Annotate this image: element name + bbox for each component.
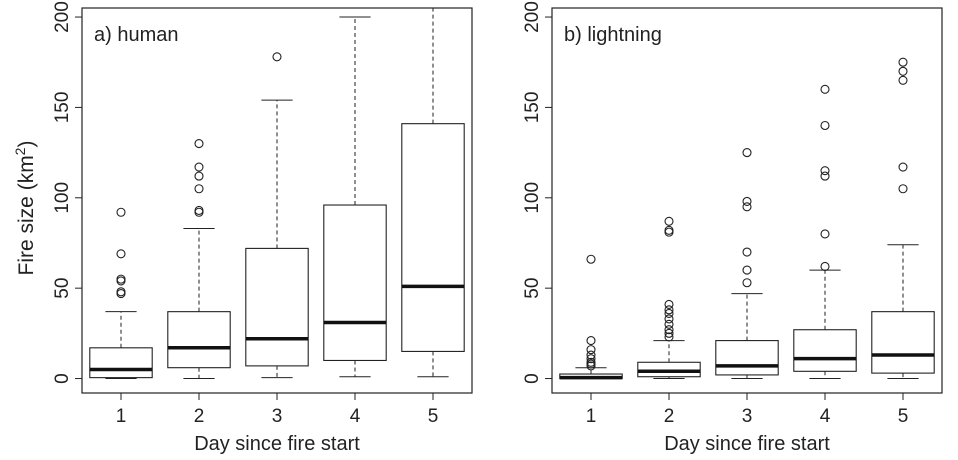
outlier-point	[586, 254, 596, 264]
x-tick-label: 3	[272, 406, 283, 427]
box-day-2	[637, 216, 701, 380]
outlier-point	[664, 216, 674, 226]
outlier-point	[664, 314, 674, 324]
outlier-point	[820, 120, 830, 131]
box-day-4	[793, 84, 857, 380]
x-tick-label: 2	[664, 406, 675, 427]
y-tick-label: 50	[522, 278, 543, 299]
outlier-point	[194, 162, 204, 172]
iqr-box	[871, 311, 935, 374]
outlier-point	[664, 305, 674, 315]
outlier-point	[820, 166, 830, 176]
panel-title: a) human	[94, 24, 179, 46]
outlier-point	[898, 66, 908, 76]
box-day-5	[871, 57, 935, 380]
iqr-box	[715, 340, 779, 376]
outlier-point	[898, 162, 908, 172]
box-day-2	[167, 139, 231, 380]
outlier-point	[194, 171, 204, 181]
outlier-point	[820, 171, 830, 181]
outlier-point	[116, 249, 126, 259]
outlier-point	[664, 308, 674, 319]
box-day-3	[715, 148, 779, 380]
box-day-3	[245, 52, 309, 379]
outlier-point	[898, 184, 908, 194]
box-day-1	[559, 254, 623, 380]
y-tick-label: 50	[52, 278, 73, 299]
x-axis-label: Day since fire start	[194, 433, 360, 455]
x-tick-label: 4	[350, 406, 361, 427]
outlier-point	[742, 148, 752, 158]
x-tick-label: 4	[820, 406, 831, 427]
outlier-point	[664, 299, 674, 309]
outlier-point	[820, 84, 830, 94]
outlier-point	[272, 52, 282, 62]
x-tick-label: 1	[586, 406, 597, 427]
outlier-point	[664, 332, 674, 342]
outlier-point	[586, 336, 596, 346]
y-axis-label-close: )	[15, 141, 38, 148]
box-day-4	[323, 16, 387, 378]
iqr-box	[89, 347, 153, 379]
y-axis-label-superscript: 2	[12, 147, 28, 155]
x-axis-label: Day since fire start	[664, 433, 830, 455]
outlier-point	[194, 205, 204, 215]
outlier-point	[742, 196, 752, 206]
panel-title: b) lightning	[564, 24, 662, 46]
y-axis-label-main: Fire size (km	[15, 155, 38, 275]
outlier-point	[820, 261, 830, 272]
outlier-point	[664, 225, 674, 235]
iqr-box	[245, 247, 309, 367]
iqr-box	[637, 361, 701, 378]
outlier-point	[742, 202, 752, 212]
outlier-point	[586, 354, 596, 364]
outlier-point	[586, 357, 596, 367]
outlier-point	[116, 207, 126, 217]
y-tick-label: 100	[52, 182, 73, 214]
y-axis-label: Fire size (km2)	[12, 141, 38, 276]
x-tick-label: 3	[742, 406, 753, 427]
y-tick-label: 150	[522, 92, 543, 124]
outlier-point	[116, 276, 126, 286]
outlier-point	[194, 139, 204, 149]
outlier-point	[664, 319, 674, 329]
iqr-box	[401, 123, 465, 352]
outlier-point	[116, 274, 126, 284]
x-tick-label: 5	[428, 406, 439, 427]
box-day-1	[89, 207, 153, 380]
outlier-point	[116, 289, 126, 299]
outlier-point	[820, 229, 830, 239]
outlier-point	[742, 247, 752, 257]
y-tick-label: 200	[52, 1, 73, 33]
y-tick-label: 0	[522, 373, 543, 384]
panel-b: b) lightning 0 50 100 150 200 1 2 3 4 5 Day since f…	[522, 1, 943, 455]
y-tick-label: 150	[52, 92, 73, 124]
outlier-point	[664, 328, 674, 338]
outlier-point	[742, 265, 752, 275]
y-tick-label: 200	[522, 1, 543, 33]
x-tick-label: 5	[898, 406, 909, 427]
outlier-point	[742, 278, 752, 288]
outlier-point	[664, 227, 674, 237]
box-day-5	[401, 7, 465, 378]
outlier-point	[586, 345, 596, 355]
outlier-point	[116, 287, 126, 297]
iqr-box	[167, 311, 231, 369]
y-tick-label: 100	[522, 182, 543, 214]
outlier-point	[898, 57, 908, 67]
outlier-point	[194, 184, 204, 194]
x-tick-label: 1	[116, 406, 127, 427]
panel-a: a) human 0 50 100 150 200 1 2 3 4 5 Day since fire …	[52, 1, 473, 455]
outlier-point	[664, 325, 674, 335]
outlier-point	[194, 207, 204, 217]
outlier-point	[586, 350, 596, 360]
iqr-box	[323, 204, 387, 362]
y-tick-label: 0	[52, 373, 73, 384]
iqr-box	[793, 329, 857, 372]
x-tick-label: 2	[194, 406, 205, 427]
outlier-point	[898, 75, 908, 85]
